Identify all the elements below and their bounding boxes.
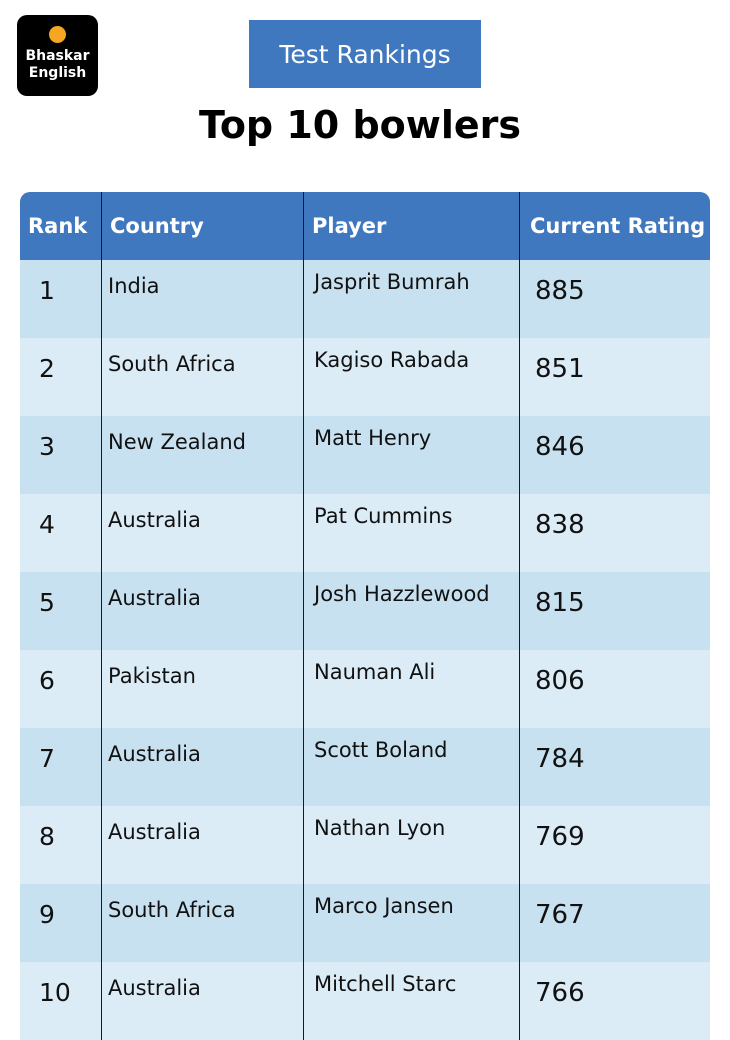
player-cell: Nauman Ali bbox=[303, 650, 519, 728]
rating-cell: 851 bbox=[519, 338, 710, 416]
player-cell: Nathan Lyon bbox=[303, 806, 519, 884]
table-row: 1 India Jasprit Bumrah 885 bbox=[20, 260, 710, 338]
logo-line-1: Bhaskar bbox=[25, 48, 90, 64]
table-row: 9 South Africa Marco Jansen 767 bbox=[20, 884, 710, 962]
rank-cell: 2 bbox=[20, 338, 101, 416]
player-cell: Mitchell Starc bbox=[303, 962, 519, 1040]
player-cell: Jasprit Bumrah bbox=[303, 260, 519, 338]
country-cell: Australia bbox=[101, 572, 303, 650]
rank-cell: 8 bbox=[20, 806, 101, 884]
rank-cell: 7 bbox=[20, 728, 101, 806]
logo-dot-icon bbox=[49, 26, 66, 43]
table-row: 2 South Africa Kagiso Rabada 851 bbox=[20, 338, 710, 416]
header-player: Player bbox=[303, 192, 519, 260]
rating-cell: 766 bbox=[519, 962, 710, 1040]
rank-cell: 9 bbox=[20, 884, 101, 962]
player-cell: Kagiso Rabada bbox=[303, 338, 519, 416]
country-cell: South Africa bbox=[101, 338, 303, 416]
page-title: Top 10 bowlers bbox=[198, 103, 522, 147]
rank-cell: 1 bbox=[20, 260, 101, 338]
header-current-rating: Current Rating bbox=[519, 192, 710, 260]
table-row: 4 Australia Pat Cummins 838 bbox=[20, 494, 710, 572]
rating-cell: 784 bbox=[519, 728, 710, 806]
player-cell: Josh Hazzlewood bbox=[303, 572, 519, 650]
rank-cell: 6 bbox=[20, 650, 101, 728]
test-rankings-banner: Test Rankings bbox=[249, 20, 481, 88]
header-rank: Rank bbox=[20, 192, 101, 260]
table-body: 1 India Jasprit Bumrah 885 2 South Africa Kagi… bbox=[20, 260, 710, 1040]
table-row: 5 Australia Josh Hazzlewood 815 bbox=[20, 572, 710, 650]
rank-cell: 3 bbox=[20, 416, 101, 494]
country-cell: Pakistan bbox=[101, 650, 303, 728]
country-cell: Australia bbox=[101, 806, 303, 884]
player-cell: Pat Cummins bbox=[303, 494, 519, 572]
bhaskar-english-logo[interactable]: Bhaskar English bbox=[17, 15, 98, 96]
country-cell: South Africa bbox=[101, 884, 303, 962]
header-row: Rank Country Player Current Rating bbox=[20, 192, 710, 260]
logo-text: Bhaskar English bbox=[17, 48, 98, 82]
rating-cell: 885 bbox=[519, 260, 710, 338]
table-row: 8 Australia Nathan Lyon 769 bbox=[20, 806, 710, 884]
rank-cell: 4 bbox=[20, 494, 101, 572]
table-header: Rank Country Player Current Rating bbox=[20, 192, 710, 260]
player-cell: Scott Boland bbox=[303, 728, 519, 806]
rankings-table: Rank Country Player Current Rating 1 Indi… bbox=[20, 192, 710, 1040]
player-cell: Marco Jansen bbox=[303, 884, 519, 962]
rating-cell: 806 bbox=[519, 650, 710, 728]
table-row: 6 Pakistan Nauman Ali 806 bbox=[20, 650, 710, 728]
rating-cell: 838 bbox=[519, 494, 710, 572]
table-row: 10 Australia Mitchell Starc 766 bbox=[20, 962, 710, 1040]
country-cell: Australia bbox=[101, 728, 303, 806]
header-country: Country bbox=[101, 192, 303, 260]
country-cell: Australia bbox=[101, 962, 303, 1040]
rating-cell: 767 bbox=[519, 884, 710, 962]
table-row: 7 Australia Scott Boland 784 bbox=[20, 728, 710, 806]
country-cell: Australia bbox=[101, 494, 303, 572]
rank-cell: 10 bbox=[20, 962, 101, 1040]
table-row: 3 New Zealand Matt Henry 846 bbox=[20, 416, 710, 494]
rating-cell: 815 bbox=[519, 572, 710, 650]
rating-cell: 769 bbox=[519, 806, 710, 884]
country-cell: India bbox=[101, 260, 303, 338]
rank-cell: 5 bbox=[20, 572, 101, 650]
logo-line-2: English bbox=[28, 65, 87, 81]
rating-cell: 846 bbox=[519, 416, 710, 494]
player-cell: Matt Henry bbox=[303, 416, 519, 494]
country-cell: New Zealand bbox=[101, 416, 303, 494]
